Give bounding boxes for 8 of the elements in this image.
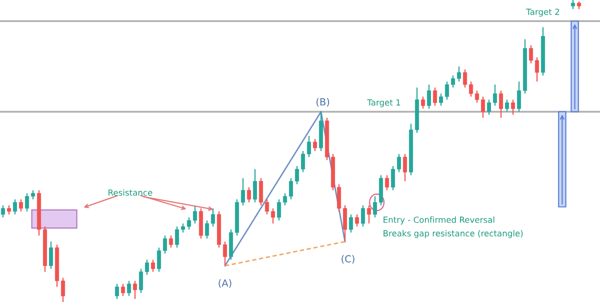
annotation: (C) xyxy=(342,255,354,264)
annotation: (B) xyxy=(316,98,330,107)
annotation: Entry - Confirmed Reversal xyxy=(384,216,494,224)
annotation: Breaks gap resistance (rectangle) xyxy=(384,230,523,238)
annotation: (A) xyxy=(218,279,232,288)
ref-line-label: Target 1 xyxy=(367,99,400,108)
ref-line-label: Target 2 xyxy=(526,8,560,17)
annotation: Resistance xyxy=(108,189,152,196)
